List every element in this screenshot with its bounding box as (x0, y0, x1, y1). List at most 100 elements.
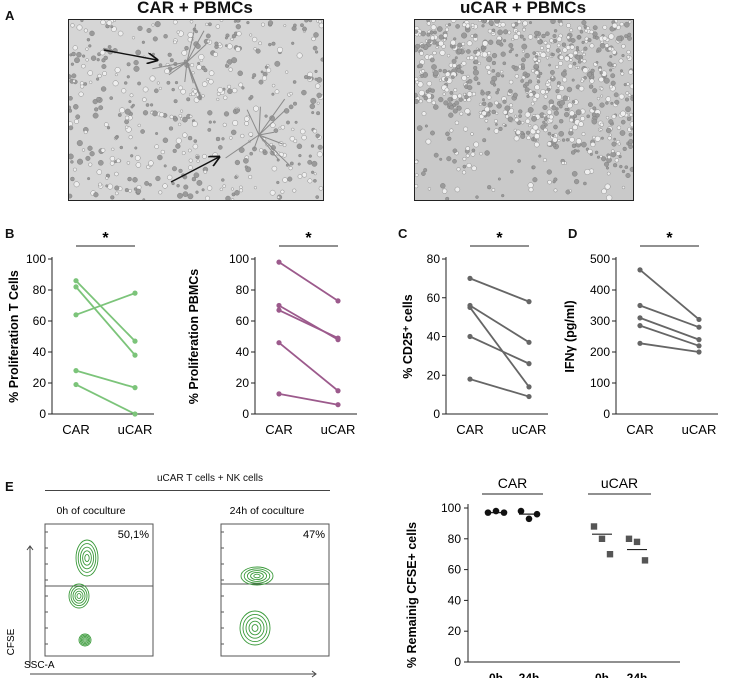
cell (531, 69, 535, 73)
cell (73, 118, 79, 124)
cell (124, 188, 129, 193)
cell (152, 36, 158, 42)
cell (522, 27, 526, 32)
data-point (517, 507, 525, 515)
cell (589, 29, 594, 34)
cell (169, 114, 174, 119)
cell (514, 30, 518, 34)
cell (531, 115, 538, 122)
cell (534, 84, 540, 91)
cell (157, 154, 163, 161)
cell (550, 75, 554, 79)
flow-cytometry-panel: 0h of coculture 50,1% 24h of coculture 47% C… (6, 505, 330, 678)
y-axis-label: IFNγ (pg/ml) (563, 300, 577, 372)
cell (173, 40, 177, 45)
cell (183, 184, 189, 190)
cell (456, 65, 461, 69)
cell (582, 52, 586, 56)
cell (475, 195, 479, 199)
cell (415, 29, 418, 34)
cell (207, 22, 212, 27)
cell (452, 158, 457, 164)
cell-cluster-fibril (225, 134, 260, 159)
cell (549, 38, 554, 43)
cell (588, 84, 594, 89)
cell (510, 169, 514, 174)
cell (524, 81, 530, 87)
cell (608, 119, 614, 125)
cell (564, 55, 570, 62)
cell (219, 187, 223, 191)
cell (606, 194, 613, 200)
cell (560, 71, 567, 77)
cell (311, 160, 318, 167)
cell (616, 35, 623, 42)
cell (556, 43, 561, 48)
cell (112, 80, 119, 87)
cell (239, 188, 244, 193)
cell (579, 29, 584, 34)
series-line-1 (75, 286, 136, 356)
cell (487, 70, 492, 75)
cell (415, 173, 419, 177)
cell (76, 140, 83, 147)
cell (231, 198, 235, 200)
cell (415, 98, 419, 104)
cell (456, 105, 462, 111)
flow-contour (70, 585, 88, 607)
cell (576, 66, 580, 69)
cell (572, 124, 578, 131)
cell (627, 93, 632, 97)
cell (159, 112, 165, 118)
cell (465, 153, 470, 158)
cell (550, 20, 556, 24)
cell (454, 56, 458, 60)
cell (576, 48, 580, 52)
cell (481, 24, 485, 28)
cell (262, 149, 267, 153)
cell (543, 127, 548, 133)
cell (87, 70, 93, 76)
cell (546, 87, 551, 92)
flow-contour (82, 550, 92, 566)
cell (630, 127, 633, 131)
cell (205, 33, 211, 39)
panel-label-c: C (398, 226, 408, 241)
cell (313, 172, 317, 176)
cell (208, 79, 214, 85)
cell-cluster-fibril (186, 30, 205, 63)
cell (201, 94, 205, 98)
cell (424, 124, 428, 128)
cell (228, 67, 233, 72)
cell (607, 136, 612, 141)
flow-contour (75, 539, 99, 577)
cell (267, 20, 274, 26)
cell (128, 100, 132, 104)
cell (543, 40, 548, 45)
cell (445, 23, 449, 27)
cell (78, 91, 84, 97)
cell (241, 86, 245, 90)
data-point (132, 290, 138, 296)
significance-star: * (102, 230, 109, 247)
cell (291, 127, 295, 131)
cell (445, 131, 450, 137)
cell (621, 44, 626, 49)
cell (101, 64, 107, 70)
cell (567, 63, 573, 69)
cell (522, 37, 526, 41)
cell (302, 26, 307, 32)
x-tick-label: uCAR (512, 422, 547, 437)
cell (310, 97, 317, 104)
cell (301, 89, 307, 96)
cell (433, 152, 439, 158)
data-point (696, 337, 702, 343)
cell (536, 74, 541, 79)
cell (511, 22, 516, 28)
y-tick-label: 0 (242, 407, 249, 421)
cell (145, 103, 150, 107)
cell (451, 75, 455, 79)
cell (481, 101, 487, 107)
cell (234, 159, 241, 166)
x-tick-label: 0h (595, 671, 609, 678)
